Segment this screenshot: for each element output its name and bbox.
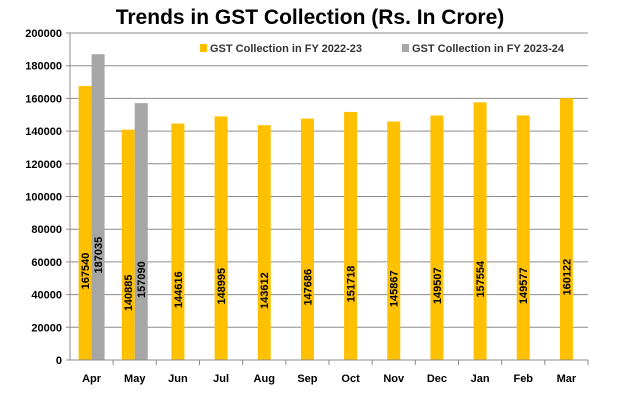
x-tick-label: Dec (427, 373, 447, 385)
x-tick-label: Jul (213, 373, 229, 385)
x-tick-label: Mar (557, 373, 577, 385)
y-axis: 0 20000 40000 60000 80000 100000 120000 140000 1… (25, 28, 71, 367)
y-tick-label: 40000 (31, 290, 62, 302)
y-tick-label: 200000 (25, 28, 62, 40)
x-tick-label: Oct (341, 373, 360, 385)
bars: 167540 187035 140885 157090 144616 148995 1436… (78, 54, 573, 361)
x-tick-label: Jun (168, 373, 188, 385)
bar-gst-collection-in-fy-2023-24 (91, 54, 105, 360)
y-tick-label: 80000 (31, 224, 62, 236)
data-label: 147686 (302, 269, 314, 306)
data-label: 160122 (561, 259, 573, 296)
data-label: 149577 (518, 267, 530, 304)
legend-swatch (200, 44, 207, 52)
y-tick-label: 0 (56, 355, 62, 367)
data-label: 157090 (136, 261, 148, 298)
bar-gst-collection-in-fy-2022-23 (473, 102, 487, 361)
legend-label: GST Collection in FY 2023-24 (412, 43, 565, 55)
bar-gst-collection-in-fy-2022-23 (387, 121, 401, 361)
gridlines (70, 32, 588, 328)
data-label: 151718 (346, 266, 358, 303)
x-axis: Apr May Jun Jul Aug Sep Oct Nov Dec Jan Feb Mar (70, 359, 589, 385)
bar-gst-collection-in-fy-2022-23 (430, 115, 444, 360)
bar-gst-collection-in-fy-2022-23 (300, 118, 314, 360)
x-tick-label: Aug (254, 373, 275, 385)
y-tick-label: 100000 (25, 192, 62, 204)
data-label: 145867 (389, 270, 401, 307)
legend: GST Collection in FY 2022-23 GST Collecti… (195, 34, 588, 64)
bar-gst-collection-in-fy-2022-23 (121, 129, 135, 360)
bar-gst-collection-in-fy-2022-23 (516, 115, 530, 360)
data-label: 149507 (432, 267, 444, 304)
legend-label: GST Collection in FY 2022-23 (210, 43, 362, 55)
data-label: 167540 (80, 253, 92, 290)
x-tick-label: Apr (82, 373, 102, 385)
data-label: 140885 (123, 274, 135, 311)
x-tick-label: Jan (471, 373, 490, 385)
bar-gst-collection-in-fy-2022-23 (559, 98, 573, 360)
bar-gst-collection-in-fy-2022-23 (171, 123, 185, 360)
bar-gst-collection-in-fy-2022-23 (214, 116, 228, 360)
x-tick-label: Nov (383, 373, 405, 385)
data-label: 148995 (216, 268, 228, 305)
x-tick-label: May (124, 373, 146, 385)
x-tick-label: Feb (513, 373, 533, 385)
y-tick-label: 20000 (31, 322, 62, 334)
data-label: 157554 (475, 260, 487, 298)
y-tick-label: 140000 (25, 126, 62, 138)
y-tick-label: 120000 (25, 159, 62, 171)
data-label: 144616 (173, 271, 185, 308)
data-label: 187035 (93, 237, 105, 274)
legend-background (195, 34, 588, 64)
bar-gst-collection-in-fy-2022-23 (257, 125, 271, 360)
bar-gst-collection-in-fy-2022-23 (344, 111, 358, 360)
bar-gst-collection-in-fy-2023-24 (134, 103, 148, 361)
y-tick-label: 180000 (25, 61, 62, 73)
legend-swatch (402, 44, 409, 52)
y-tick-label: 60000 (31, 257, 62, 269)
y-tick-label: 160000 (25, 93, 62, 105)
data-label: 143612 (259, 272, 271, 309)
x-tick-label: Sep (297, 373, 317, 385)
bar-gst-collection-in-fy-2022-23 (78, 86, 92, 361)
chart-title: Trends in GST Collection (Rs. In Crore) (116, 6, 505, 29)
